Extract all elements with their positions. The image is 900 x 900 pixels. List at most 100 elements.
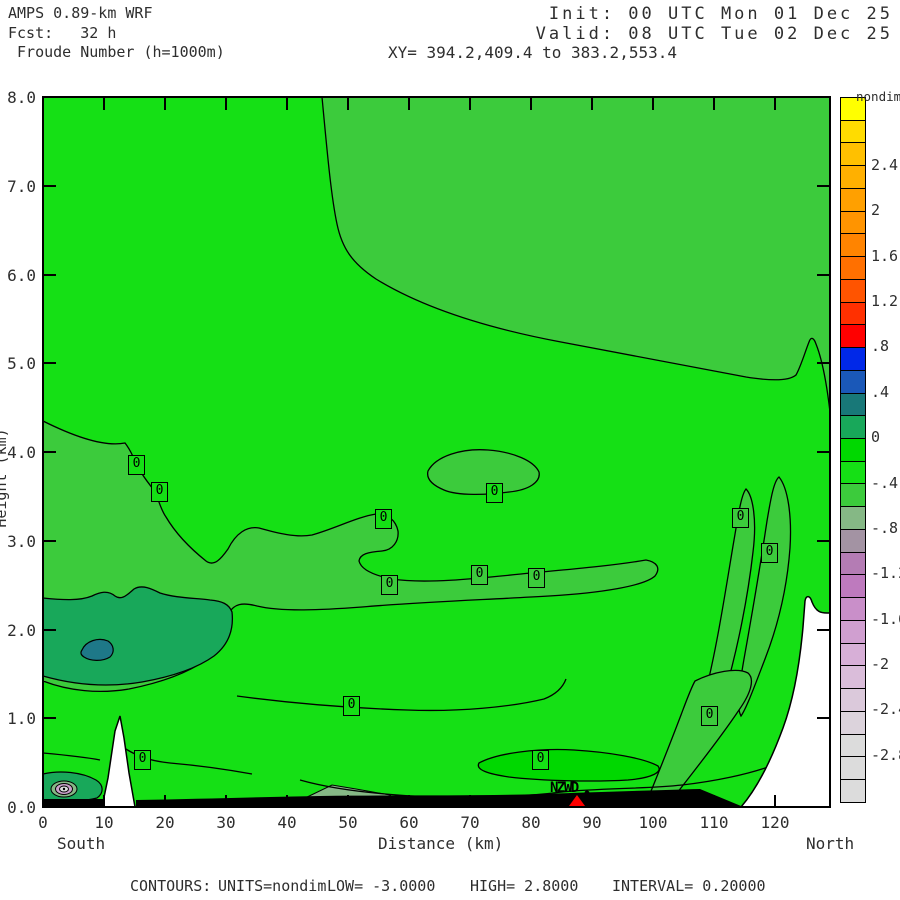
y-axis-title: Height (km) bbox=[0, 428, 10, 528]
y-tick-mark bbox=[817, 273, 829, 276]
x-tick-mark bbox=[408, 795, 410, 807]
colorbar-cell bbox=[841, 461, 865, 485]
x-tick-mark bbox=[469, 98, 471, 110]
contour-region-lobe-b bbox=[737, 476, 792, 718]
x-tick-mark bbox=[164, 98, 166, 110]
x-tick-label: 70 bbox=[460, 813, 480, 832]
contour-label-0: 0 bbox=[471, 565, 488, 585]
x-tick-label: 80 bbox=[521, 813, 541, 832]
colorbar-cell bbox=[841, 529, 865, 553]
model-title: AMPS 0.89-km WRF bbox=[8, 4, 153, 22]
y-tick-label: 5.0 bbox=[7, 354, 36, 374]
x-axis-title: Distance (km) bbox=[378, 834, 504, 853]
surface-line bbox=[43, 799, 103, 806]
contour-label-0: 0 bbox=[761, 543, 778, 563]
footer-contours-label: CONTOURS: bbox=[130, 877, 212, 895]
contour-label-0: 0 bbox=[486, 483, 503, 503]
x-tick-label: 90 bbox=[582, 813, 602, 832]
contour-label-0: 0 bbox=[381, 575, 398, 595]
x-tick-label: 100 bbox=[638, 813, 668, 832]
colorbar-cell bbox=[841, 120, 865, 144]
contour-line bbox=[299, 766, 769, 799]
colorbar-cell bbox=[841, 439, 865, 462]
contour-label-0: 0 bbox=[532, 750, 549, 770]
colorbar-cell bbox=[841, 325, 865, 349]
colorbar-cell bbox=[841, 643, 865, 667]
colorbar-cell bbox=[841, 348, 865, 371]
init-time: Init: 00 UTC Mon 01 Dec 25 bbox=[548, 4, 893, 24]
colorbar-cell bbox=[841, 484, 865, 508]
colorbar-cell bbox=[841, 507, 865, 530]
x-tick-label: 40 bbox=[277, 813, 297, 832]
contour-label-0: 0 bbox=[128, 455, 145, 475]
colorbar-cell bbox=[841, 211, 865, 235]
contour-label-0: 0 bbox=[375, 509, 392, 529]
x-tick-mark bbox=[103, 98, 105, 110]
bullseye-center bbox=[62, 787, 66, 791]
y-tick-label: 2.0 bbox=[7, 620, 36, 640]
x-tick-mark bbox=[408, 98, 410, 110]
contour-label-0: 0 bbox=[134, 750, 151, 770]
x-tick-label: 0 bbox=[38, 813, 48, 832]
y-tick-mark bbox=[817, 539, 829, 542]
colorbar-cell bbox=[841, 166, 865, 189]
x-tick-mark bbox=[347, 98, 349, 110]
x-tick-label: 30 bbox=[216, 813, 236, 832]
x-tick-mark bbox=[347, 795, 349, 807]
y-tick-mark bbox=[817, 184, 829, 187]
x-tick-mark bbox=[286, 795, 288, 807]
contour-label-0: 0 bbox=[343, 696, 360, 716]
contour-region-slope-lobe bbox=[644, 669, 753, 807]
contour-line bbox=[42, 752, 101, 761]
y-tick-mark bbox=[44, 184, 56, 187]
y-tick-mark bbox=[44, 362, 56, 365]
y-tick-mark bbox=[44, 717, 56, 720]
y-tick-mark bbox=[817, 628, 829, 631]
x-tick-mark bbox=[652, 98, 654, 110]
x-tick-mark bbox=[469, 795, 471, 807]
x-tick-mark bbox=[713, 795, 715, 807]
colorbar-cell bbox=[841, 98, 865, 121]
x-tick-label: 60 bbox=[399, 813, 419, 832]
terrain-north bbox=[739, 595, 831, 808]
x-tick-mark bbox=[530, 98, 532, 110]
colorbar-cell bbox=[841, 734, 865, 758]
colorbar-tick-label: -1.2 bbox=[871, 564, 900, 583]
x-tick-mark bbox=[774, 98, 776, 110]
y-tick-mark bbox=[817, 451, 829, 453]
x-tick-mark bbox=[591, 98, 593, 110]
colorbar-cell bbox=[841, 393, 865, 417]
colorbar-cell bbox=[841, 780, 865, 802]
field-title: Froude Number (h=1000m) bbox=[8, 43, 225, 61]
x-tick-label: 20 bbox=[155, 813, 175, 832]
x-tick-label: 110 bbox=[699, 813, 729, 832]
contour-label-0: 0 bbox=[732, 508, 749, 528]
y-tick-label: 4.0 bbox=[7, 443, 36, 462]
colorbar-tick-label: 1.6 bbox=[871, 246, 899, 265]
colorbar-cell bbox=[841, 257, 865, 280]
x-tick-mark bbox=[286, 98, 288, 110]
x-tick-mark bbox=[103, 795, 105, 807]
y-tick-label: 0.0 bbox=[7, 798, 36, 817]
colorbar-cell bbox=[841, 598, 865, 621]
contour-info-footer: CONTOURS: UNITS=nondim LOW= -3.0000 HIGH… bbox=[0, 877, 900, 897]
x-tick-mark bbox=[713, 98, 715, 110]
cross-section-endpoints: XY= 394.2,409.4 to 383.2,553.4 bbox=[388, 43, 677, 62]
y-tick-mark bbox=[44, 451, 56, 453]
contour-line bbox=[236, 678, 567, 712]
colorbar-tick-label: 2.4 bbox=[871, 156, 899, 175]
footer-units-value: UNITS=nondim bbox=[218, 877, 327, 895]
y-tick-mark bbox=[817, 362, 829, 365]
colorbar-tick-label: 1.2 bbox=[871, 292, 899, 311]
colorbar-cell bbox=[841, 143, 865, 167]
contour-loop-bottom bbox=[477, 748, 660, 782]
colorbar-tick-label: -.8 bbox=[871, 518, 899, 537]
y-tick-label: 8.0 bbox=[7, 88, 36, 107]
valid-time: Valid: 08 UTC Tue 02 Dec 25 bbox=[535, 24, 893, 44]
colorbar-cell bbox=[841, 689, 865, 712]
x-tick-mark bbox=[225, 98, 227, 110]
colorbar-tick-label: 0 bbox=[871, 428, 881, 447]
y-tick-label: 7.0 bbox=[7, 176, 36, 196]
colorbar-tick-label: .8 bbox=[871, 337, 890, 356]
